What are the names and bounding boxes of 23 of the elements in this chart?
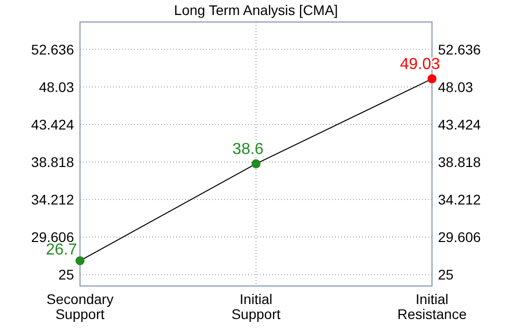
y2-tick-label: 52.636	[438, 41, 482, 58]
y-tick-label: 25	[58, 266, 74, 283]
y2-tick-label: 38.818	[438, 154, 482, 170]
y-tick-label: 38.818	[31, 154, 74, 170]
y2-tick-label: 34.212	[438, 192, 482, 208]
data-label: 26.7	[46, 242, 78, 259]
y-tick-label: 43.424	[31, 116, 74, 132]
y2-tick-label: 48.03	[438, 78, 474, 95]
y2-tick-label: 29.606	[438, 229, 482, 246]
x-tick-label: Initial Resistance	[397, 291, 467, 322]
point	[76, 256, 84, 266]
chart-title: Long Term Analysis [CMA]	[174, 2, 338, 18]
data-label: 38.6	[232, 140, 264, 158]
point	[252, 159, 260, 168]
x-tick-label: Secondary Support	[46, 291, 114, 322]
x-tick-label: Initial Support	[231, 291, 281, 322]
y2-tick-label: 25	[438, 266, 454, 283]
y2-tick-label: 43.424	[438, 116, 482, 132]
data-label: 49.03	[400, 56, 440, 73]
y-tick-label: 34.212	[31, 192, 74, 208]
y-tick-label: 48.03	[38, 78, 74, 95]
point	[428, 74, 436, 84]
y-tick-label: 52.636	[31, 41, 74, 58]
